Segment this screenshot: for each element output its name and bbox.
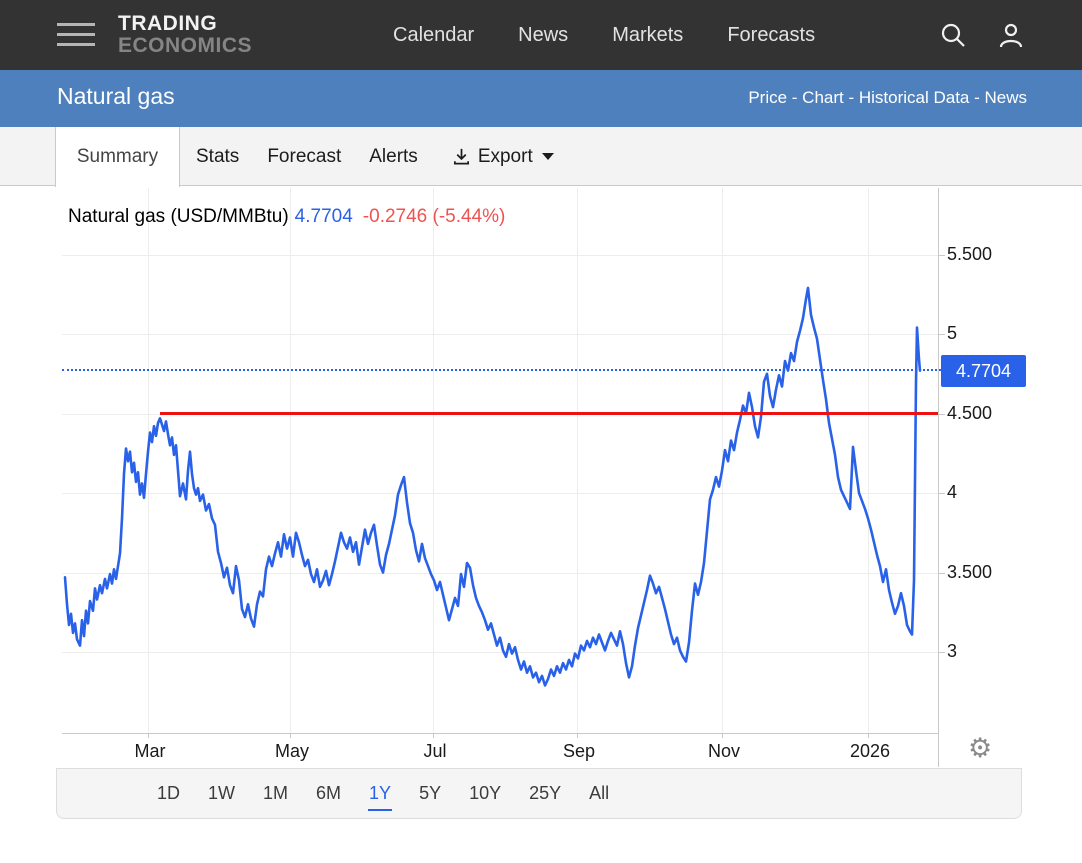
x-axis-label: May	[274, 741, 310, 761]
nav-link-markets[interactable]: Markets	[612, 23, 684, 46]
page-title: Natural gas	[57, 83, 175, 109]
export-dropdown[interactable]: Export	[452, 146, 554, 168]
tab-forecast[interactable]: Forecast	[267, 145, 342, 167]
logo-line1: TRADING	[118, 12, 218, 35]
range-button-1d[interactable]: 1D	[157, 783, 181, 803]
nav-icons	[940, 0, 1024, 70]
horizontal-gridline	[62, 652, 938, 653]
y-axis-tick	[938, 255, 945, 256]
x-axis-tick	[433, 733, 434, 738]
y-axis-line	[938, 188, 939, 767]
x-axis-tick	[290, 733, 291, 738]
horizontal-gridline	[62, 255, 938, 256]
hamburger-menu-icon[interactable]	[57, 23, 95, 47]
x-axis-label: Sep	[562, 741, 596, 761]
y-axis-label: 4.500	[947, 403, 993, 423]
chart-settings-gear-icon[interactable]: ⚙	[968, 733, 993, 763]
chevron-down-icon	[541, 153, 554, 160]
nav-link-news[interactable]: News	[518, 23, 569, 46]
x-axis-line	[62, 733, 939, 734]
range-button-10y[interactable]: 10Y	[469, 783, 502, 803]
instrument-header: Natural gas Price - Chart - Historical D…	[0, 70, 1082, 127]
search-icon[interactable]	[940, 22, 966, 48]
y-axis-label: 5.500	[947, 244, 993, 264]
nav-link-forecasts[interactable]: Forecasts	[727, 23, 816, 46]
range-button-25y[interactable]: 25Y	[529, 783, 562, 803]
x-axis-tick	[722, 733, 723, 738]
x-axis-tick	[148, 733, 149, 738]
price-change: -0.2746 (-5.44%)	[362, 206, 506, 227]
x-axis-tick	[577, 733, 578, 738]
x-axis-label: Nov	[707, 741, 741, 761]
breadcrumb[interactable]: Price - Chart - Historical Data - News	[748, 88, 1027, 107]
y-axis-tick	[938, 652, 945, 653]
x-axis-label: Jul	[423, 741, 447, 761]
user-icon[interactable]	[998, 22, 1024, 48]
range-button-all[interactable]: All	[589, 783, 610, 803]
last-price: 4.7704	[294, 206, 353, 227]
y-axis-tick	[938, 493, 945, 494]
nav-link-calendar[interactable]: Calendar	[393, 23, 475, 46]
y-axis-tick	[938, 414, 945, 415]
y-axis-label: 3	[947, 641, 958, 661]
range-button-1y[interactable]: 1Y	[355, 783, 405, 811]
y-axis-label: 4	[947, 482, 958, 502]
trading-economics-logo[interactable]: TRADING ECONOMICS	[118, 13, 252, 56]
tab-strip	[0, 127, 1082, 186]
horizontal-gridline	[62, 493, 938, 494]
horizontal-gridline	[62, 334, 938, 335]
range-button-1m[interactable]: 1M	[263, 783, 289, 803]
range-button-5y[interactable]: 5Y	[419, 783, 442, 803]
range-button-1w[interactable]: 1W	[208, 783, 236, 803]
y-axis-label: 3.500	[947, 562, 993, 582]
current-price-dotted-line	[62, 369, 941, 371]
y-axis-label: 5	[947, 323, 958, 343]
x-axis-label: 2026	[849, 741, 891, 761]
logo-line2: ECONOMICS	[118, 34, 253, 57]
red-trendline[interactable]	[160, 412, 938, 415]
horizontal-gridline	[62, 573, 938, 574]
nav-links: Calendar News Markets Forecasts	[393, 0, 815, 70]
top-navbar: TRADING ECONOMICS Calendar News Markets For…	[0, 0, 1082, 70]
export-label: Export	[477, 145, 533, 167]
quote-line: Natural gas (USD/MMBtu) 4.7704 -0.2746 (-5…	[68, 206, 505, 228]
range-button-6m[interactable]: 6M	[316, 783, 342, 803]
x-axis-tick	[868, 733, 869, 738]
y-axis-tick	[938, 573, 945, 574]
current-price-axis-badge: 4.7704	[941, 355, 1026, 387]
tab-alerts[interactable]: Alerts	[369, 145, 418, 167]
y-axis-tick	[938, 334, 945, 335]
range-selector-bar: 1D 1W 1M 6M 1Y 5Y 10Y 25Y All	[56, 768, 1022, 819]
x-axis-label: Mar	[134, 741, 166, 761]
tabs: Stats Forecast Alerts Export	[196, 127, 554, 186]
instrument-name: Natural gas (USD/MMBtu)	[68, 206, 289, 227]
download-icon	[453, 148, 469, 165]
tab-summary[interactable]: Summary	[55, 127, 180, 187]
tab-stats[interactable]: Stats	[196, 145, 240, 167]
